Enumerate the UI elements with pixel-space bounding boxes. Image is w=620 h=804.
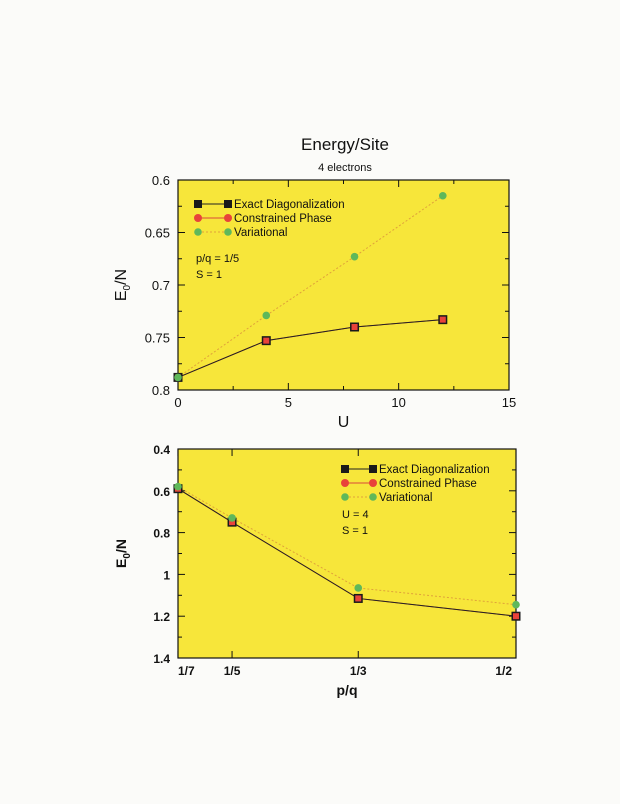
y-tick-label: 1.2 xyxy=(153,610,170,624)
chart-annotation: S = 1 xyxy=(196,269,222,281)
legend-marker-exact xyxy=(224,200,232,208)
legend-marker-exact xyxy=(194,200,202,208)
chart-annotation: U = 4 xyxy=(342,509,369,521)
y-tick-label: 0.65 xyxy=(145,226,170,241)
series-line-exact xyxy=(177,319,443,378)
y-tick-label: 0.4 xyxy=(153,443,170,457)
plot-area xyxy=(177,179,510,391)
y-tick-label: 0.6 xyxy=(152,173,170,188)
legend-marker-constrained xyxy=(369,479,377,487)
legend-marker-variational xyxy=(341,493,349,501)
legend-marker-variational xyxy=(369,493,377,501)
x-tick-label: 5 xyxy=(285,395,292,410)
legend-label-variational: Variational xyxy=(234,227,288,239)
y-tick-label: 1 xyxy=(163,568,170,582)
chart-annotation: p/q = 1/5 xyxy=(196,253,239,265)
y-tick-label: 0.8 xyxy=(153,527,170,541)
point-variational xyxy=(174,373,182,382)
point-variational xyxy=(354,584,363,592)
x-tick-label: 1/7 xyxy=(178,664,195,678)
legend-label-exact: Exact Diagonalization xyxy=(379,464,490,476)
series-line-exact xyxy=(177,488,517,617)
point-variational xyxy=(350,252,359,261)
x-tick-label: 1/3 xyxy=(350,664,367,678)
legend-label-constrained: Constrained Phase xyxy=(379,478,477,490)
point-constrained-phase xyxy=(513,613,519,620)
y-axis-label: E0/N xyxy=(113,539,133,568)
x-tick-label: 15 xyxy=(502,395,516,410)
series-line-variational xyxy=(177,195,444,378)
y-tick-label: 0.7 xyxy=(152,278,170,293)
legend-marker-variational xyxy=(194,228,202,236)
point-constrained-phase xyxy=(351,324,358,330)
point-constrained-phase xyxy=(355,595,362,602)
chart-energy-vs-u: 0 5 10 15 0.6 0.65 0.7 0.75 0.8 U E0/N Exact Diagon… xyxy=(113,173,516,431)
x-tick-label: 1/2 xyxy=(495,664,512,678)
legend-marker-exact xyxy=(369,465,377,473)
legend-marker-constrained xyxy=(341,479,349,487)
legend-marker-variational xyxy=(224,228,232,236)
point-constrained-phase xyxy=(229,519,236,526)
y-tick-label: 1.4 xyxy=(153,652,170,666)
chart-annotation: S = 1 xyxy=(342,525,368,537)
point-variational xyxy=(228,514,236,522)
x-axis-label: p/q xyxy=(337,682,358,698)
y-tick-label: 0.6 xyxy=(153,485,170,499)
point-variational xyxy=(174,482,182,491)
x-tick-label: 1/5 xyxy=(224,664,241,678)
x-axis-label: U xyxy=(338,414,350,431)
figure-subtitle: 4 electrons xyxy=(318,162,372,174)
x-tick-label: 0 xyxy=(174,395,181,410)
figure-title: Energy/Site xyxy=(301,135,389,154)
legend-label-exact: Exact Diagonalization xyxy=(234,199,345,211)
legend-label-variational: Variational xyxy=(379,492,433,504)
point-variational xyxy=(512,600,520,609)
legend-marker-exact xyxy=(341,465,349,473)
y-axis-label: E0/N xyxy=(113,269,133,301)
point-constrained-phase xyxy=(263,337,270,344)
legend-marker-constrained xyxy=(224,214,232,222)
y-tick-label: 0.75 xyxy=(145,331,170,346)
x-tick-label: 10 xyxy=(391,395,405,410)
chart-energy-vs-flux: 1/7 1/5 1/3 1/2 0.4 0.6 0.8 1 1.2 1.4 p/q E0/N Exact… xyxy=(113,443,521,698)
point-variational xyxy=(262,311,271,320)
y-tick-label: 0.8 xyxy=(152,383,170,398)
point-variational xyxy=(439,191,447,200)
point-constrained-phase xyxy=(439,316,446,323)
legend-marker-constrained xyxy=(194,214,202,222)
legend-label-constrained: Constrained Phase xyxy=(234,213,332,225)
